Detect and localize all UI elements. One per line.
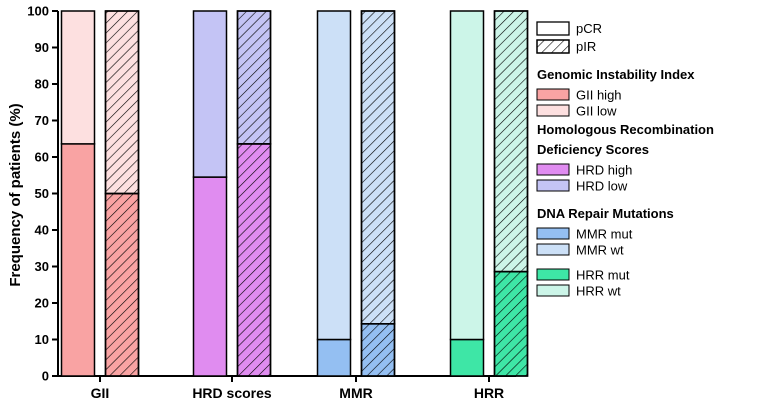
- y-tick-label: 10: [35, 332, 49, 347]
- legend-label-hrr-wt: HRR wt: [576, 284, 621, 299]
- bar-hatch-hrr-mut: [493, 270, 529, 377]
- bar-gii-high-pcr: [60, 143, 96, 377]
- category-label-hrr: HRR: [474, 385, 504, 401]
- legend-swatch-hrd-high: [536, 163, 570, 176]
- legend-section-title: DNA Repair Mutations: [537, 206, 674, 221]
- bar-hrr-mut-pcr: [449, 338, 485, 377]
- y-tick-label: 20: [35, 296, 49, 311]
- legend-label-hrr-mut: HRR mut: [576, 268, 630, 283]
- category-labels: GII HRD scores MMR HRR: [91, 385, 505, 401]
- bar-gii-low-pcr: [60, 10, 96, 145]
- legend-swatch-mmr-mut: [536, 227, 570, 240]
- bar-hatch-gii-low: [104, 10, 140, 195]
- legend-label-hrd-low: HRD low: [576, 179, 628, 194]
- legend-hatch-pir: [536, 39, 570, 54]
- legend-label-gii-low: GII low: [576, 104, 617, 119]
- legend-label-mmr-wt: MMR wt: [576, 243, 624, 258]
- legend-swatch-pcr: [536, 21, 570, 36]
- bar-hatch-hrr-wt: [493, 10, 529, 273]
- legend: pCR pIR Genomic Instability Index GII highG…: [536, 21, 714, 299]
- bar-hatch-hrd-high: [236, 143, 272, 377]
- legend-swatch-mmr-wt: [536, 243, 570, 256]
- bar-hrd-high-pcr: [192, 176, 228, 377]
- y-tick-label: 90: [35, 40, 49, 55]
- legend-swatch-gii-high: [536, 88, 570, 101]
- bar-hatch-mmr-mut: [360, 323, 396, 377]
- y-tick-label: 100: [27, 4, 49, 19]
- y-tick-label: 40: [35, 223, 49, 238]
- legend-label-mmr-mut: MMR mut: [576, 227, 633, 242]
- legend-section-title: Homologous Recombination: [537, 122, 714, 137]
- legend-label-gii-high: GII high: [576, 88, 622, 103]
- bar-hatch-gii-high: [104, 192, 140, 377]
- legend-swatch-hrd-low: [536, 179, 570, 192]
- bar-hatch-mmr-wt: [360, 10, 396, 325]
- legend-swatch-gii-low: [536, 104, 570, 117]
- y-tick-label: 80: [35, 77, 49, 92]
- legend-section-title: Deficiency Scores: [537, 142, 649, 157]
- y-tick-label: 0: [42, 369, 49, 384]
- category-label-gii: GII: [91, 385, 110, 401]
- bars: [60, 10, 529, 377]
- axes: 0 10 20 30 40 50 60 70 80 90 100: [27, 4, 516, 384]
- y-tick-label: 60: [35, 150, 49, 165]
- bar-mmr-mut-pcr: [316, 338, 352, 377]
- category-label-mmr: MMR: [339, 385, 372, 401]
- legend-swatch-hrr-wt: [536, 284, 570, 297]
- bar-hatch-hrd-low: [236, 10, 272, 145]
- bar-hrr-wt-pcr: [449, 10, 485, 341]
- legend-swatch-hrr-mut: [536, 268, 570, 281]
- bar-hrd-low-pcr: [192, 10, 228, 178]
- y-axis-title: Frequency of patients (%): [7, 103, 24, 286]
- legend-label-pir: pIR: [576, 39, 596, 54]
- legend-section-title: Genomic Instability Index: [537, 67, 695, 82]
- y-tick-label: 30: [35, 259, 49, 274]
- category-label-hrd-scores: HRD scores: [192, 385, 272, 401]
- legend-label-pcr: pCR: [576, 21, 602, 36]
- y-tick-label: 50: [35, 186, 49, 201]
- legend-label-hrd-high: HRD high: [576, 163, 632, 178]
- y-tick-label: 70: [35, 113, 49, 128]
- bar-mmr-wt-pcr: [316, 10, 352, 341]
